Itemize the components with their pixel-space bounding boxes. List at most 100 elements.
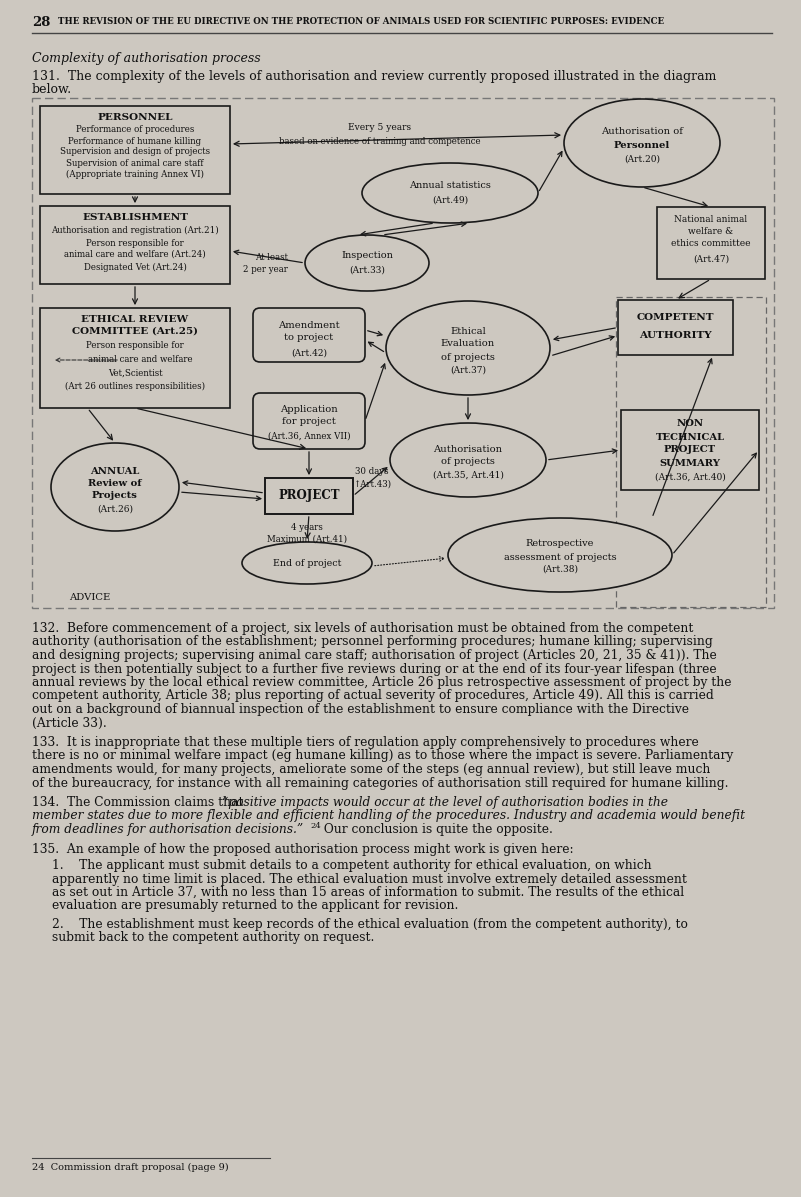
Ellipse shape [564, 99, 720, 187]
Text: (Art.37): (Art.37) [450, 365, 486, 375]
Text: Inspection: Inspection [341, 251, 393, 261]
Text: Authorisation and registration (Art.21): Authorisation and registration (Art.21) [51, 225, 219, 235]
Text: Every 5 years: Every 5 years [348, 123, 412, 133]
Text: amendments would, for many projects, ameliorate some of the steps (eg annual rev: amendments would, for many projects, ame… [32, 762, 710, 776]
FancyBboxPatch shape [621, 411, 759, 490]
Text: Supervision of animal care staff: Supervision of animal care staff [66, 158, 203, 168]
Ellipse shape [362, 163, 538, 223]
Text: welfare &: welfare & [688, 227, 734, 237]
Text: 1.    The applicant must submit details to a competent authority for ethical eva: 1. The applicant must submit details to … [52, 859, 652, 871]
Text: Annual statistics: Annual statistics [409, 182, 491, 190]
Text: THE REVISION OF THE EU DIRECTIVE ON THE PROTECTION OF ANIMALS USED FOR SCIENTIFI: THE REVISION OF THE EU DIRECTIVE ON THE … [58, 18, 664, 26]
FancyBboxPatch shape [40, 107, 230, 194]
Text: 24  Commission draft proposal (page 9): 24 Commission draft proposal (page 9) [32, 1163, 228, 1172]
Text: 24: 24 [310, 822, 320, 830]
Text: “positive impacts would occur at the level of authorisation bodies in the: “positive impacts would occur at the lev… [222, 796, 668, 809]
Text: PROJECT: PROJECT [278, 490, 340, 503]
Text: submit back to the competent authority on request.: submit back to the competent authority o… [52, 931, 374, 944]
Text: animal care and welfare: animal care and welfare [87, 356, 192, 365]
FancyBboxPatch shape [253, 308, 365, 361]
Text: ADVICE: ADVICE [70, 593, 111, 602]
Bar [32, 98, 774, 608]
Text: National animal: National animal [674, 215, 747, 225]
Ellipse shape [51, 443, 179, 531]
Text: Person responsible for: Person responsible for [87, 341, 184, 351]
Ellipse shape [390, 423, 546, 497]
FancyBboxPatch shape [40, 308, 230, 408]
Text: as set out in Article 37, with no less than 15 areas of information to submit. T: as set out in Article 37, with no less t… [52, 886, 684, 899]
Text: COMMITTEE (Art.25): COMMITTEE (Art.25) [72, 327, 198, 335]
Text: (Art.26): (Art.26) [97, 504, 133, 514]
Text: ANNUAL: ANNUAL [91, 467, 139, 475]
Text: (Art.38): (Art.38) [542, 565, 578, 573]
Text: below.: below. [32, 83, 72, 96]
Text: (Art.35, Art.41): (Art.35, Art.41) [433, 470, 504, 480]
Text: ↑Art.43): ↑Art.43) [353, 480, 391, 488]
FancyBboxPatch shape [40, 206, 230, 284]
FancyBboxPatch shape [265, 478, 353, 514]
Text: based on evidence of training and competence: based on evidence of training and compet… [280, 136, 481, 146]
Text: Projects: Projects [92, 491, 138, 499]
Text: Vet,Scientist: Vet,Scientist [107, 369, 163, 377]
Text: Amendment: Amendment [278, 321, 340, 329]
Text: evaluation are presumably returned to the applicant for revision.: evaluation are presumably returned to th… [52, 899, 458, 912]
FancyBboxPatch shape [253, 393, 365, 449]
Text: SUMMARY: SUMMARY [659, 458, 721, 468]
Text: Review of: Review of [88, 479, 142, 487]
Text: out on a background of biannual inspection of the establishment to ensure compli: out on a background of biannual inspecti… [32, 703, 689, 716]
Text: TECHNICAL: TECHNICAL [655, 432, 725, 442]
Text: assessment of projects: assessment of projects [504, 553, 616, 561]
Text: to project: to project [284, 334, 333, 342]
Text: 2.    The establishment must keep records of the ethical evaluation (from the co: 2. The establishment must keep records o… [52, 918, 688, 931]
Text: At least: At least [255, 254, 288, 262]
Text: COMPETENT: COMPETENT [637, 314, 714, 322]
Text: Complexity of authorisation process: Complexity of authorisation process [32, 51, 260, 65]
Text: Performance of humane killing: Performance of humane killing [68, 136, 202, 146]
Text: from deadlines for authorisation decisions.”: from deadlines for authorisation decisio… [32, 824, 304, 836]
Text: annual reviews by the local ethical review committee, Article 26 plus retrospect: annual reviews by the local ethical revi… [32, 676, 731, 689]
Text: (Art.33): (Art.33) [349, 266, 385, 274]
Text: (Art.36, Art.40): (Art.36, Art.40) [654, 473, 726, 481]
Text: PROJECT: PROJECT [664, 445, 716, 455]
Text: Retrospective: Retrospective [525, 540, 594, 548]
Text: ESTABLISHMENT: ESTABLISHMENT [82, 213, 188, 221]
Ellipse shape [242, 542, 372, 584]
Text: apparently no time limit is placed. The ethical evaluation must involve extremel: apparently no time limit is placed. The … [52, 873, 687, 886]
Text: Application: Application [280, 405, 338, 413]
Ellipse shape [448, 518, 672, 593]
Text: member states due to more flexible and efficient handling of the procedures. Ind: member states due to more flexible and e… [32, 809, 745, 822]
Text: (Art.36, Annex VII): (Art.36, Annex VII) [268, 431, 350, 440]
Text: ethics committee: ethics committee [671, 239, 751, 249]
Text: 4 years: 4 years [291, 523, 323, 531]
Text: Authorisation of: Authorisation of [601, 127, 683, 135]
Text: of the bureaucracy, for instance with all remaining categories of authorisation : of the bureaucracy, for instance with al… [32, 777, 728, 790]
Text: competent authority, Article 38; plus reporting of actual severity of procedures: competent authority, Article 38; plus re… [32, 689, 714, 703]
Text: Maximum (Art.41): Maximum (Art.41) [267, 535, 347, 543]
Text: Performance of procedures: Performance of procedures [76, 126, 194, 134]
Text: (Art.47): (Art.47) [693, 255, 729, 263]
Text: 131.  The complexity of the levels of authorisation and review currently propose: 131. The complexity of the levels of aut… [32, 69, 716, 83]
Text: End of project: End of project [273, 559, 341, 567]
Text: (Art.20): (Art.20) [624, 154, 660, 164]
Text: Person responsible for: Person responsible for [87, 238, 184, 248]
Text: ETHICAL REVIEW: ETHICAL REVIEW [82, 315, 188, 323]
Text: authority (authorisation of the establishment; personnel performing procedures; : authority (authorisation of the establis… [32, 636, 713, 649]
Text: (Art.42): (Art.42) [291, 348, 327, 358]
Text: (Appropriate training Annex VI): (Appropriate training Annex VI) [66, 170, 204, 178]
Text: 2 per year: 2 per year [244, 266, 288, 274]
Text: 133.  It is inappropriate that these multiple tiers of regulation apply comprehe: 133. It is inappropriate that these mult… [32, 736, 698, 749]
Text: 28: 28 [32, 16, 50, 29]
Ellipse shape [386, 300, 550, 395]
Text: AUTHORITY: AUTHORITY [639, 330, 712, 340]
Text: (Article 33).: (Article 33). [32, 717, 107, 729]
Text: 135.  An example of how the proposed authorisation process might work is given h: 135. An example of how the proposed auth… [32, 843, 574, 856]
Text: and designing projects; supervising animal care staff; authorisation of project : and designing projects; supervising anim… [32, 649, 717, 662]
Text: Supervision and design of projects: Supervision and design of projects [60, 147, 210, 157]
Text: Authorisation: Authorisation [433, 444, 502, 454]
Text: Evaluation: Evaluation [441, 340, 495, 348]
Text: (Art 26 outlines responsibilities): (Art 26 outlines responsibilities) [65, 382, 205, 390]
Text: Our conclusion is quite the opposite.: Our conclusion is quite the opposite. [320, 824, 553, 836]
Text: (Art.49): (Art.49) [432, 195, 468, 205]
Bar [616, 297, 766, 607]
Text: Ethical: Ethical [450, 328, 486, 336]
